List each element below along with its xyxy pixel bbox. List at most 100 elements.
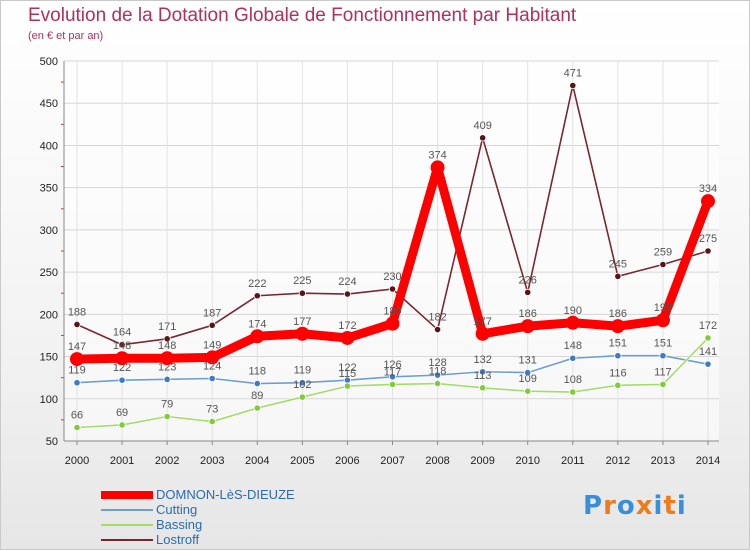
data-label: 334 — [699, 183, 717, 195]
data-point — [701, 194, 715, 209]
proxiti-logo: Proxiti — [583, 491, 687, 521]
data-label: 108 — [564, 374, 582, 386]
data-label: 128 — [428, 357, 446, 369]
data-label: 149 — [203, 339, 221, 351]
data-label: 117 — [654, 366, 672, 378]
y-tick-label: 250 — [40, 267, 58, 279]
data-label: 109 — [519, 373, 537, 385]
data-point — [70, 352, 84, 367]
data-point — [340, 330, 355, 345]
data-point — [433, 379, 442, 388]
data-point — [253, 404, 261, 412]
data-label: 190 — [564, 305, 582, 317]
x-tick-label: 2011 — [561, 455, 585, 467]
y-tick-label: 50 — [46, 436, 58, 448]
data-label: 102 — [293, 379, 311, 391]
legend-swatch — [101, 509, 153, 511]
data-point — [208, 321, 216, 329]
data-point — [659, 260, 667, 269]
legend-label: DOMNON-LèS-DIEUZE — [156, 487, 295, 502]
data-label: 66 — [71, 409, 83, 421]
data-label: 189 — [383, 306, 401, 318]
data-point — [479, 368, 487, 376]
data-label: 118 — [249, 366, 267, 378]
data-point — [569, 388, 577, 396]
data-label: 151 — [609, 338, 627, 350]
data-label: 151 — [654, 338, 672, 350]
data-point — [704, 334, 712, 342]
data-point — [73, 423, 81, 432]
data-point — [704, 360, 712, 368]
data-point — [298, 289, 306, 297]
data-label: 230 — [383, 271, 401, 283]
data-point — [704, 247, 712, 255]
data-label: 69 — [116, 407, 128, 419]
data-point — [385, 316, 400, 331]
data-label: 164 — [113, 327, 131, 339]
data-label: 193 — [654, 302, 672, 314]
y-tick-label: 500 — [40, 56, 58, 68]
x-tick-label: 2010 — [515, 455, 539, 467]
data-label: 186 — [519, 308, 537, 320]
legend-label: Cutting — [156, 502, 198, 517]
data-label: 177 — [293, 316, 311, 328]
x-tick-label: 2012 — [606, 455, 630, 467]
legend-label: Bassing — [156, 517, 203, 532]
data-point — [208, 374, 216, 383]
data-label: 224 — [338, 276, 356, 288]
data-point — [115, 351, 130, 366]
data-label: 374 — [428, 149, 446, 161]
data-label: 73 — [206, 404, 218, 416]
x-tick-label: 2003 — [200, 455, 224, 467]
legend-label: Lostroff — [156, 532, 200, 547]
x-tick-label: 2004 — [245, 455, 269, 467]
data-label: 118 — [429, 366, 447, 378]
data-point — [524, 387, 532, 395]
data-label: 222 — [248, 278, 266, 290]
data-label: 113 — [474, 370, 492, 382]
chart-subtitle: (en € et par an) — [28, 30, 104, 42]
data-label: 119 — [294, 365, 312, 377]
x-tick-label: 2007 — [380, 455, 404, 467]
data-point — [253, 292, 261, 300]
data-label: 89 — [251, 390, 263, 402]
data-point — [118, 421, 126, 429]
data-label: 187 — [203, 307, 221, 319]
x-tick-label: 2014 — [696, 455, 720, 467]
data-point — [479, 384, 487, 392]
data-point — [524, 288, 532, 296]
data-point — [569, 81, 577, 90]
data-label: 132 — [473, 354, 491, 366]
data-label: 172 — [699, 320, 717, 332]
legend-swatch — [101, 524, 153, 526]
x-tick-label: 2013 — [651, 455, 675, 467]
x-tick-label: 2002 — [155, 455, 179, 467]
data-label: 123 — [158, 361, 176, 373]
data-point — [343, 382, 352, 390]
data-point — [298, 379, 306, 387]
data-point — [655, 313, 670, 328]
x-tick-label: 2009 — [470, 455, 494, 467]
legend-swatch — [101, 539, 153, 541]
data-point — [388, 373, 397, 381]
data-label: 148 — [113, 340, 131, 352]
data-point — [73, 379, 81, 387]
data-point — [295, 326, 310, 341]
y-tick-label: 300 — [40, 225, 58, 237]
data-point — [569, 354, 577, 362]
y-tick-label: 450 — [40, 98, 58, 110]
data-label: 115 — [339, 368, 357, 380]
data-point — [388, 285, 397, 293]
y-tick-label: 100 — [40, 394, 58, 406]
data-label: 225 — [293, 275, 311, 287]
x-tick-label: 2001 — [110, 455, 134, 467]
data-point — [388, 380, 397, 389]
data-label: 122 — [338, 362, 356, 374]
data-label: 226 — [519, 274, 537, 286]
data-point — [253, 379, 261, 388]
y-tick-label: 200 — [40, 309, 58, 321]
data-label: 174 — [248, 318, 266, 330]
data-point — [163, 375, 171, 383]
